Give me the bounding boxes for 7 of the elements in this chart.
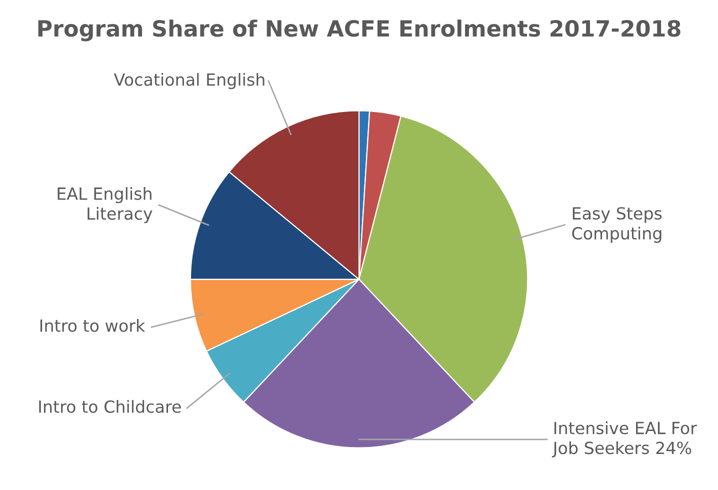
slice-label: Intensive EAL For Job Seekers 24% (552, 421, 697, 458)
chart-title: Program Share of New ACFE Enrolments 2017-2018 (38, 20, 680, 42)
slice-label: Easy Steps Computing (572, 207, 662, 243)
slice-label: EAL English Literacy (58, 187, 152, 224)
slice-label: Vocational English (114, 72, 264, 90)
slice-label: Intro to Childcare (39, 400, 181, 413)
slice-label: Intro to work (40, 319, 146, 332)
